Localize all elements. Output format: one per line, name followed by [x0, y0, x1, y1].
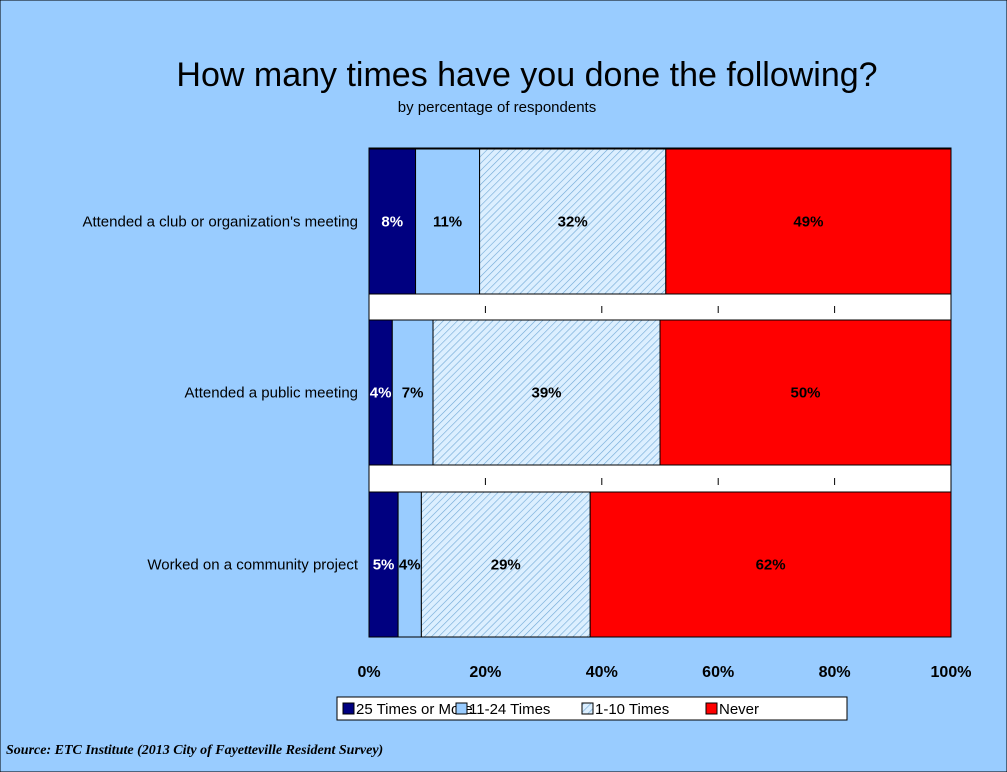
- bar-never-2: [659, 319, 952, 466]
- tick-marks: [484, 306, 836, 485]
- x-tick-label-5: 100%: [931, 664, 972, 681]
- chart-title: How many times have you done the followi…: [176, 56, 877, 94]
- bar-1-10-times-3: [420, 491, 591, 638]
- source-note: Source: ETC Institute (2013 City of Faye…: [6, 743, 383, 758]
- data-label-never-3: 62%: [756, 557, 786, 574]
- data-label-25-times-or-more-2: 4%: [370, 385, 392, 402]
- x-tick-label-3: 60%: [702, 664, 734, 681]
- x-axis-ticks: 0% 20% 40% 60% 80% 100%: [357, 664, 971, 681]
- chart-subtitle: by percentage of respondents: [398, 99, 596, 116]
- legend-swatch-25-times-or-more: [342, 702, 355, 715]
- legend-label-11-24-times: 11-24 Times: [469, 701, 550, 718]
- legend-swatch-1-10-times: [581, 702, 594, 715]
- category-label-1: Attended a club or organization's meetin…: [82, 214, 358, 231]
- data-label-1-10-times-3: 29%: [491, 557, 521, 574]
- legend-swatch-11-24-times: [455, 702, 468, 715]
- data-label-11-24-times-3: 4%: [399, 557, 421, 574]
- data-label-1-10-times-1: 32%: [558, 214, 588, 231]
- data-label-25-times-or-more-1: 8%: [381, 214, 403, 231]
- data-label-11-24-times-1: 11%: [433, 214, 462, 231]
- bar-25-times-or-more-3: [368, 491, 399, 638]
- bar-1-10-times-2: [432, 319, 661, 466]
- legend-swatch-never: [705, 702, 718, 715]
- category-label-2: Attended a public meeting: [185, 385, 358, 402]
- category-labels: Attended a club or organization's meetin…: [82, 214, 358, 574]
- data-label-11-24-times-2: 7%: [402, 385, 424, 402]
- data-label-never-1: 49%: [793, 214, 823, 231]
- bar-never-3: [589, 491, 952, 638]
- bar-1-10-times-1: [479, 148, 667, 295]
- x-tick-label-4: 80%: [819, 664, 851, 681]
- legend-label-1-10-times: 1-10 Times: [595, 701, 669, 718]
- x-tick-label-0: 0%: [357, 664, 380, 681]
- category-label-3: Worked on a community project: [147, 557, 358, 574]
- bar-25-times-or-more-1: [368, 148, 417, 295]
- data-label-never-2: 50%: [790, 385, 820, 402]
- legend-label-never: Never: [719, 701, 759, 718]
- bar-11-24-times-2: [391, 319, 434, 466]
- bar-never-1: [665, 148, 952, 295]
- bars: 8% 11% 32% 49%4% 7% 39% 50%5% 4% 29% 62%: [368, 148, 952, 638]
- legend-label-25-times-or-more: 25 Times or More: [356, 701, 473, 718]
- data-label-1-10-times-2: 39%: [531, 385, 561, 402]
- data-label-25-times-or-more-3: 5%: [373, 557, 395, 574]
- x-tick-label-2: 40%: [586, 664, 618, 681]
- bar-11-24-times-1: [415, 148, 481, 295]
- x-tick-label-1: 20%: [469, 664, 501, 681]
